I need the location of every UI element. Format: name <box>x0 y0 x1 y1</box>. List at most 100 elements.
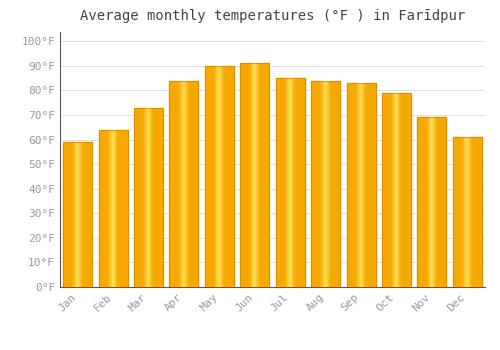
Bar <box>210 66 212 287</box>
Bar <box>220 66 221 287</box>
Bar <box>197 80 198 287</box>
Bar <box>148 108 150 287</box>
Bar <box>243 63 244 287</box>
Bar <box>248 63 249 287</box>
Bar <box>194 80 196 287</box>
Bar <box>368 83 370 287</box>
Bar <box>228 66 230 287</box>
Bar <box>320 80 322 287</box>
Bar <box>316 80 317 287</box>
Bar <box>366 83 367 287</box>
Bar <box>429 118 430 287</box>
Bar <box>457 137 458 287</box>
Bar <box>88 142 90 287</box>
Bar <box>252 63 254 287</box>
Bar <box>278 78 280 287</box>
Bar <box>337 80 338 287</box>
Bar <box>436 118 438 287</box>
Bar <box>171 80 172 287</box>
Bar <box>69 142 70 287</box>
Bar <box>184 80 186 287</box>
Bar <box>473 137 474 287</box>
Bar <box>346 83 348 287</box>
Bar <box>262 63 264 287</box>
Bar <box>100 130 102 287</box>
Bar <box>462 137 463 287</box>
Bar <box>134 108 163 287</box>
Bar <box>78 142 79 287</box>
Bar <box>453 137 454 287</box>
Bar <box>208 66 209 287</box>
Bar <box>174 80 175 287</box>
Bar <box>460 137 462 287</box>
Bar <box>300 78 302 287</box>
Bar <box>240 63 270 287</box>
Bar <box>317 80 318 287</box>
Bar <box>175 80 176 287</box>
Bar <box>290 78 292 287</box>
Bar <box>350 83 351 287</box>
Bar <box>470 137 472 287</box>
Bar <box>406 93 408 287</box>
Bar <box>464 137 466 287</box>
Bar <box>422 118 423 287</box>
Bar <box>98 130 128 287</box>
Bar <box>348 83 350 287</box>
Bar <box>170 80 198 287</box>
Bar <box>360 83 361 287</box>
Bar <box>180 80 181 287</box>
Bar <box>346 83 376 287</box>
Bar <box>240 63 270 287</box>
Bar <box>405 93 406 287</box>
Bar <box>478 137 479 287</box>
Bar <box>276 78 304 287</box>
Bar <box>394 93 395 287</box>
Bar <box>333 80 334 287</box>
Bar <box>322 80 324 287</box>
Bar <box>352 83 354 287</box>
Bar <box>221 66 222 287</box>
Bar <box>356 83 358 287</box>
Bar <box>454 137 456 287</box>
Bar <box>146 108 147 287</box>
Bar <box>102 130 103 287</box>
Bar <box>79 142 80 287</box>
Bar <box>466 137 468 287</box>
Bar <box>311 80 312 287</box>
Bar <box>196 80 197 287</box>
Bar <box>440 118 442 287</box>
Bar <box>205 66 234 287</box>
Bar <box>358 83 360 287</box>
Bar <box>277 78 278 287</box>
Bar <box>178 80 180 287</box>
Bar <box>110 130 112 287</box>
Bar <box>355 83 356 287</box>
Bar <box>216 66 218 287</box>
Bar <box>438 118 439 287</box>
Bar <box>395 93 396 287</box>
Bar <box>398 93 400 287</box>
Bar <box>114 130 116 287</box>
Bar <box>63 142 64 287</box>
Bar <box>284 78 286 287</box>
Bar <box>266 63 268 287</box>
Bar <box>418 118 446 287</box>
Bar <box>474 137 476 287</box>
Bar <box>382 93 384 287</box>
Bar <box>292 78 293 287</box>
Bar <box>63 142 92 287</box>
Bar <box>428 118 429 287</box>
Bar <box>191 80 192 287</box>
Bar <box>250 63 252 287</box>
Bar <box>456 137 457 287</box>
Bar <box>390 93 392 287</box>
Bar <box>265 63 266 287</box>
Bar <box>215 66 216 287</box>
Bar <box>249 63 250 287</box>
Bar <box>370 83 371 287</box>
Bar <box>153 108 154 287</box>
Bar <box>103 130 104 287</box>
Bar <box>147 108 148 287</box>
Bar <box>424 118 426 287</box>
Bar <box>296 78 298 287</box>
